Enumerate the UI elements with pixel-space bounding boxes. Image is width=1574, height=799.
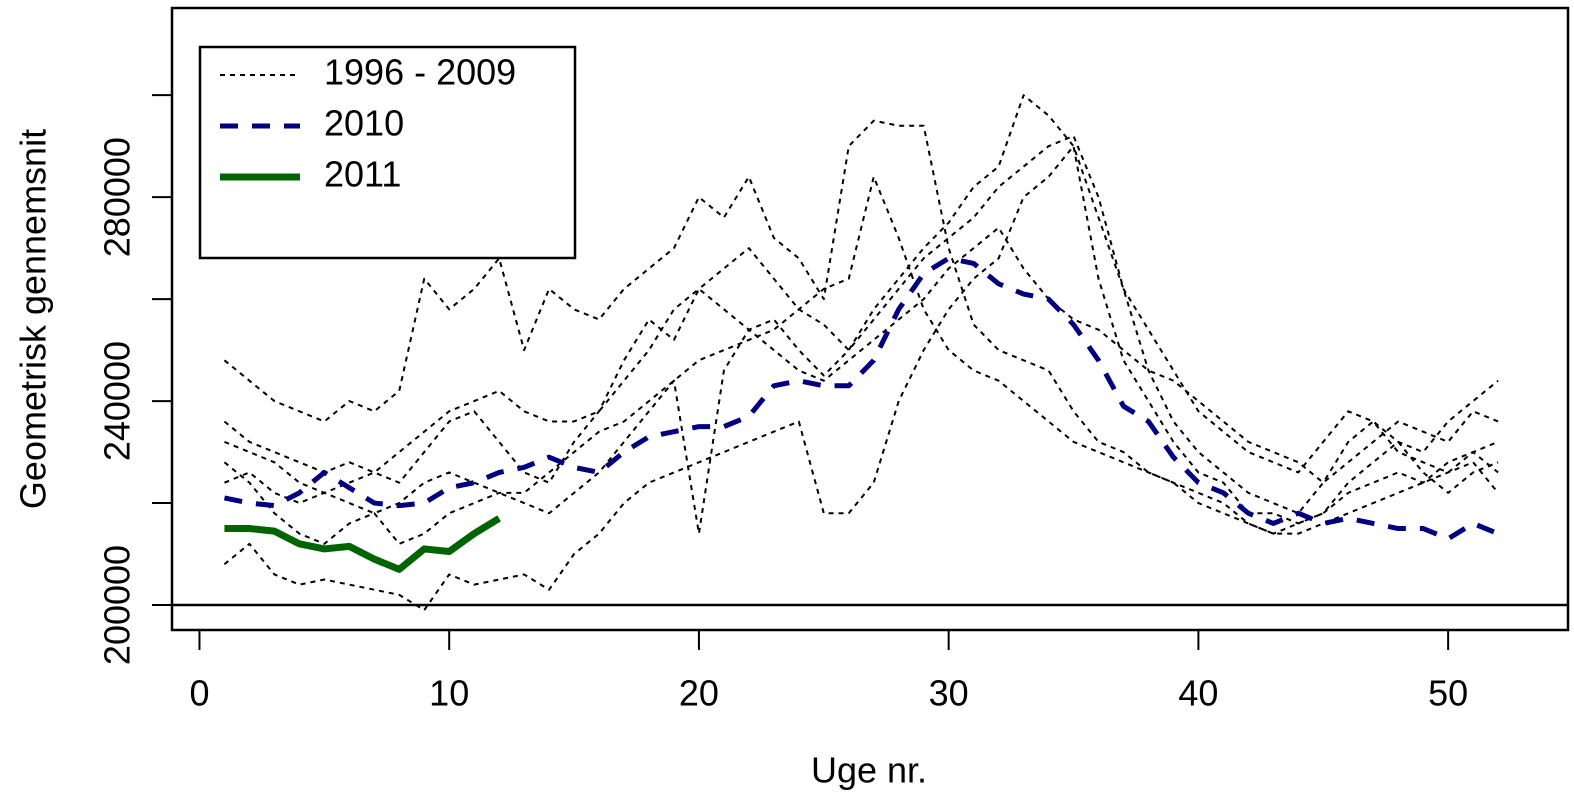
series-line xyxy=(223,175,1499,545)
y-tick-label: 280000 xyxy=(97,137,138,257)
legend-label: 2011 xyxy=(324,154,401,195)
series-line xyxy=(224,226,1499,505)
legend-box xyxy=(198,45,577,260)
series-line xyxy=(223,134,1499,484)
legend-label: 2010 xyxy=(324,103,404,144)
legend-label: 1996 - 2009 xyxy=(324,52,516,93)
x-tick-label: 0 xyxy=(189,673,209,714)
x-axis-label: Uge nr. xyxy=(811,750,927,791)
series-line xyxy=(223,255,1500,542)
y-tick-label: 240000 xyxy=(97,341,138,461)
x-tick-label: 50 xyxy=(1428,673,1468,714)
x-tick-label: 10 xyxy=(429,673,469,714)
plot-frame xyxy=(170,6,1570,632)
series-line xyxy=(224,94,1499,535)
series-line xyxy=(223,119,1499,535)
series-line xyxy=(223,145,1499,612)
series-line xyxy=(224,515,501,573)
y-tick-label: 200000 xyxy=(97,545,138,665)
x-tick-label: 40 xyxy=(1178,673,1218,714)
x-tick-label: 30 xyxy=(929,673,969,714)
y-axis-label: Geometrisk gennemsnit xyxy=(13,129,54,509)
x-tick-label: 20 xyxy=(679,673,719,714)
